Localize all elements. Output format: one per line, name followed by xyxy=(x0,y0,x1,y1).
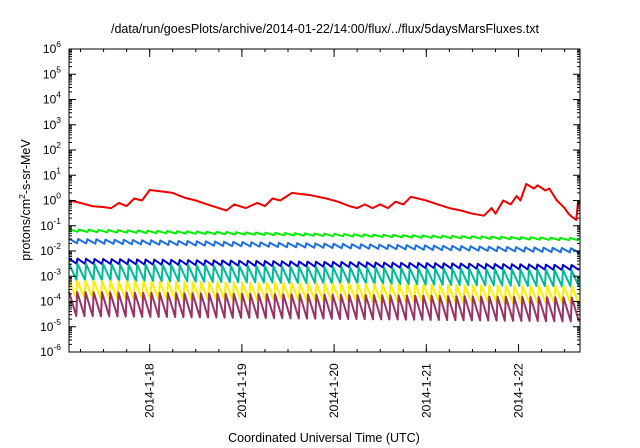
series-line-6 xyxy=(68,279,580,305)
y-tick-label: 10-6 xyxy=(40,342,61,359)
series-line-5 xyxy=(68,262,580,288)
y-tick-label: 103 xyxy=(43,115,61,132)
y-axis-label-sup: 2 xyxy=(17,194,27,199)
y-tick-label: 105 xyxy=(43,64,61,81)
y-tick-label: 102 xyxy=(43,140,61,157)
series-line-4 xyxy=(68,257,580,271)
y-axis-label-prefix: protons/cm xyxy=(19,199,33,261)
y-tick-label: 10-1 xyxy=(40,216,61,233)
y-axis-label: protons/cm2-s-sr-MeV xyxy=(17,139,33,261)
y-tick-label: 10-5 xyxy=(40,317,61,334)
y-tick-label: 104 xyxy=(43,90,61,107)
series-layer xyxy=(68,183,581,323)
y-axis-label-suffix: -s-sr-MeV xyxy=(19,139,33,195)
y-tick-label: 101 xyxy=(43,165,61,182)
y-tick-label: 106 xyxy=(43,39,61,56)
chart-title: /data/run/goesPlots/archive/2014-01-22/1… xyxy=(111,22,540,36)
y-tick-label: 10-3 xyxy=(40,266,61,283)
series-line-3 xyxy=(68,237,580,254)
x-tick-label: 2014-1-20 xyxy=(327,363,341,418)
y-tick-label: 10-4 xyxy=(40,292,61,309)
x-tick-label: 2014-1-19 xyxy=(235,363,249,418)
x-tick-label: 2014-1-18 xyxy=(143,363,157,418)
series-line-7 xyxy=(68,291,580,323)
x-tick-label: 2014-1-21 xyxy=(419,363,433,418)
series-line-2 xyxy=(68,228,580,242)
y-tick-label: 100 xyxy=(43,191,61,208)
x-axis: 2014-1-18 2014-1-19 2014-1-20 2014-1-21 2014… xyxy=(80,49,566,418)
y-tick-label: 10-2 xyxy=(40,241,61,258)
y-axis: 10-6 10-5 10-4 10-3 10-2 10-1 100 101 102 103 104 1… xyxy=(40,39,580,359)
x-tick-label: 2014-1-22 xyxy=(512,363,526,418)
series-line-1 xyxy=(68,183,581,221)
x-axis-label: Coordinated Universal Time (UTC) xyxy=(228,431,420,445)
